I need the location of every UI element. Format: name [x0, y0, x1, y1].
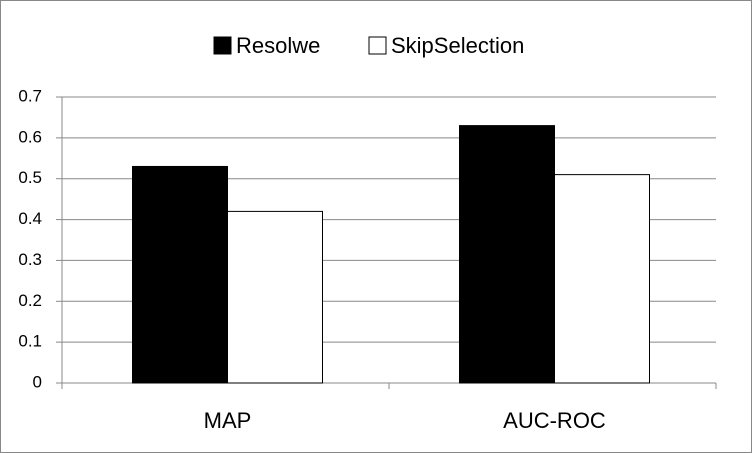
y-tick-label: 0.7 [18, 86, 42, 105]
bar [132, 165, 228, 384]
legend-label: SkipSelection [391, 33, 524, 58]
y-tick-label: 0.5 [18, 168, 42, 187]
y-tick-label: 0.3 [18, 250, 42, 269]
y-tick-label: 0.2 [18, 291, 42, 310]
bar [227, 210, 323, 384]
bar [554, 174, 650, 384]
legend-label: Resolwe [236, 33, 320, 58]
legend-swatch [368, 36, 387, 55]
bar [459, 125, 555, 384]
y-tick-label: 0.4 [18, 209, 42, 228]
legend-swatch [213, 36, 232, 55]
y-tick-label: 0 [33, 372, 42, 391]
y-tick-label: 0.1 [18, 332, 42, 351]
x-tick-label: AUC-ROC [503, 408, 606, 433]
x-tick-label: MAP [204, 408, 252, 433]
y-tick-label: 0.6 [18, 127, 42, 146]
